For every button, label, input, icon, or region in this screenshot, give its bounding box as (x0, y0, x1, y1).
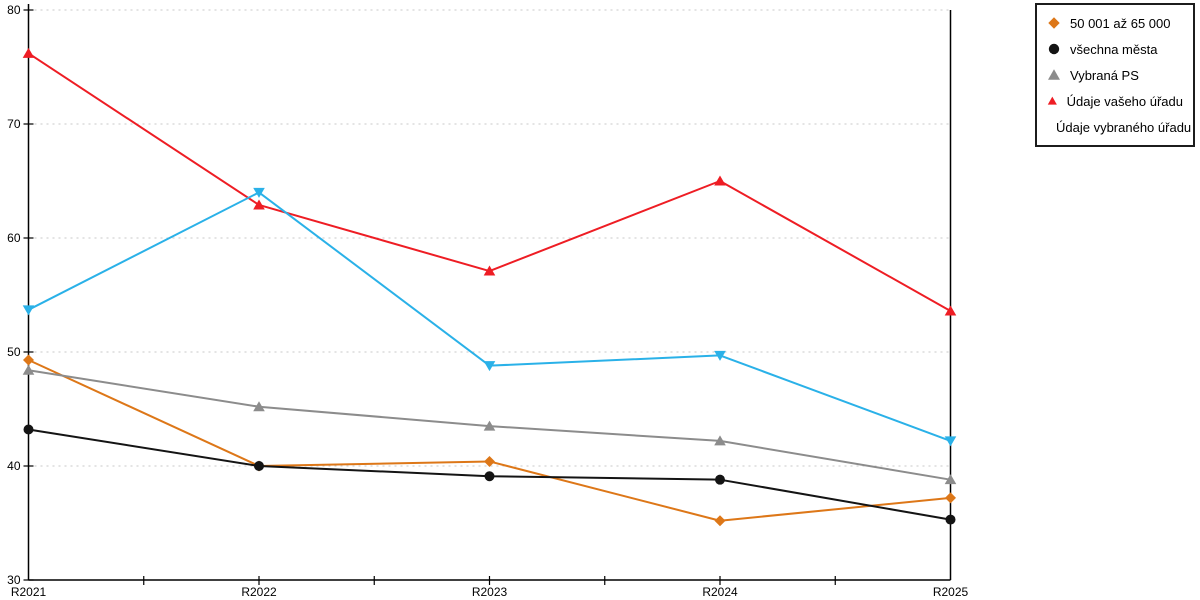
y-tick-label: 40 (7, 459, 21, 473)
legend-item: všechna města (1047, 36, 1183, 62)
triangle-up-icon (1048, 69, 1060, 80)
triangle-down-icon (483, 361, 496, 372)
series-triangle-up (22, 364, 957, 485)
x-tick-label: R2025 (933, 585, 969, 599)
triangle-down-icon (714, 350, 726, 361)
triangle-up-icon (483, 420, 496, 431)
circle-icon (484, 471, 495, 482)
series-triangle-down (22, 187, 957, 447)
triangle-up-icon (1047, 96, 1057, 105)
legend-item: Vybraná PS (1047, 62, 1183, 88)
legend-label: 50 001 až 65 000 (1070, 15, 1171, 31)
circle-icon (1048, 43, 1060, 55)
circle-icon (715, 474, 725, 485)
triangle-up-icon (22, 364, 35, 375)
legend-item: Údaje vašeho úřadu (1047, 88, 1183, 114)
y-tick-label: 60 (7, 231, 21, 245)
circle-icon (945, 514, 956, 525)
triangle-up-icon (483, 265, 496, 276)
y-tick-label: 30 (7, 573, 21, 587)
series-triangle-up (22, 47, 957, 316)
x-tick-label: R2021 (11, 585, 47, 599)
series-circle (23, 424, 956, 525)
axes (23, 4, 952, 585)
circle-icon (254, 461, 264, 471)
diamond-icon (945, 492, 956, 504)
x-tick-label: R2022 (241, 585, 277, 599)
circle-icon (1048, 43, 1060, 55)
diamond-icon (484, 455, 495, 467)
legend-item: Údaje vybraného úřadu (1047, 114, 1191, 140)
x-tick-label: R2024 (702, 585, 738, 599)
legend: 50 001 až 65 000 všechna města Vybraná PS Ú… (1035, 3, 1195, 147)
legend-item: 50 001 až 65 000 (1047, 10, 1183, 36)
legend-label: Údaje vybraného úřadu (1056, 119, 1192, 135)
triangle-up-icon (1048, 69, 1060, 80)
legend-label: Údaje vašeho úřadu (1066, 93, 1183, 109)
triangle-up-icon (714, 175, 726, 186)
legend-label: všechna města (1070, 41, 1158, 57)
diamond-icon (23, 354, 34, 366)
triangle-down-icon (944, 436, 957, 447)
diamond-icon (1048, 17, 1060, 29)
triangle-up-icon (253, 199, 265, 210)
diamond-icon (714, 515, 726, 527)
y-tick-label: 50 (7, 345, 21, 359)
triangle-up-icon (253, 401, 265, 412)
diamond-icon (1048, 17, 1060, 29)
triangle-up-icon (944, 474, 957, 485)
series-line (28, 191, 951, 442)
gridlines (28, 9, 951, 467)
triangle-up-icon (714, 435, 726, 446)
legend-label: Vybraná PS (1070, 67, 1139, 83)
triangle-down-icon (22, 305, 35, 316)
series-diamond (23, 354, 956, 527)
axis-labels: 30 40 50 60 70 80 R2021 R2022 R2023 R2024 R2025 (7, 3, 968, 599)
y-tick-label: 80 (7, 3, 21, 17)
circle-icon (23, 424, 34, 435)
triangle-up-icon (1047, 96, 1057, 105)
y-tick-label: 70 (7, 117, 21, 131)
x-tick-label: R2023 (472, 585, 508, 599)
triangle-down-icon (253, 187, 265, 198)
triangle-up-icon (22, 47, 35, 58)
triangle-up-icon (944, 305, 957, 316)
